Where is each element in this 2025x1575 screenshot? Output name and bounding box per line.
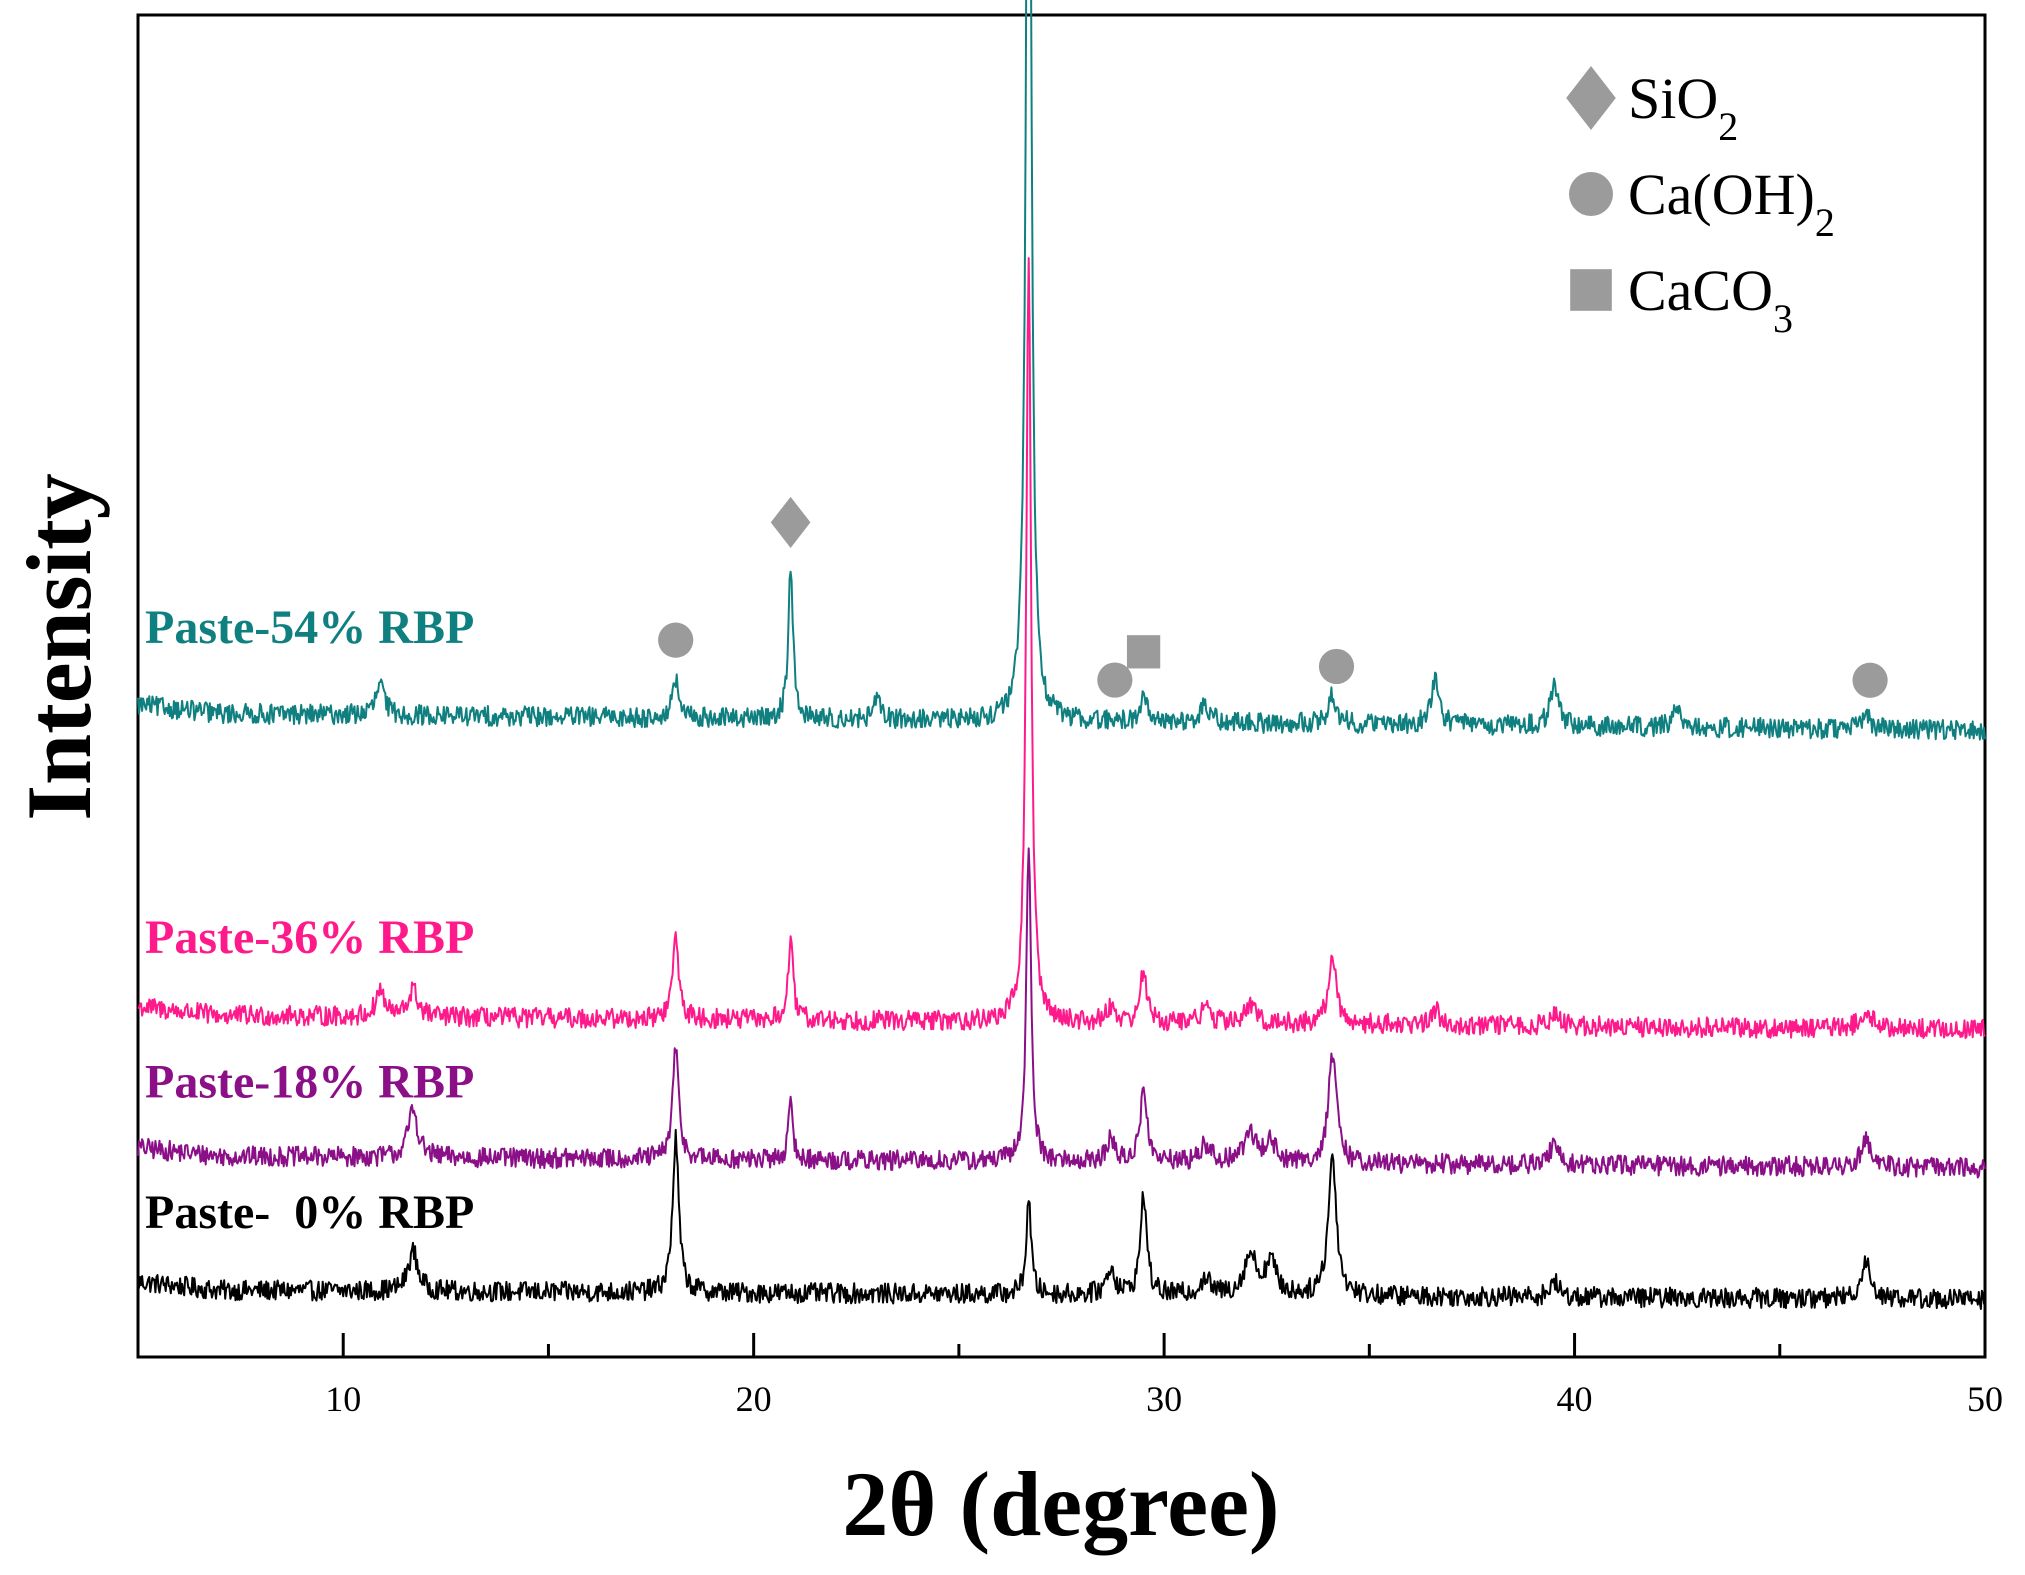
x-tick-label: 20 [736,1379,772,1419]
x-tick-label: 30 [1146,1379,1182,1419]
phase-marker-circle [1852,662,1888,698]
legend-label-ca-oh-2: Ca(OH)2 [1628,162,1835,245]
x-axis-ticks: 10 20 30 40 50 [325,1333,2003,1419]
phase-marker-circle [1318,648,1355,685]
legend-diamond-icon [1566,66,1616,130]
series-line-paste-18-rbp [137,847,1986,1179]
y-axis-title: Intensity [8,473,110,821]
legend-square-icon [1570,269,1612,311]
series-label-paste-18-rbp: Paste-18% RBP [145,1056,474,1109]
phase-marker-circle [1097,662,1133,698]
series-line-paste-0-rbp [137,1128,1986,1310]
series-line-paste-36-rbp [137,257,1986,1040]
x-tick-label: 40 [1557,1379,1593,1419]
series-label-paste-54-rbp: Paste-54% RBP [145,601,474,654]
phase-marker-layer [658,496,1888,698]
legend-circle-icon [1569,172,1613,216]
x-tick-label: 10 [325,1379,361,1419]
phase-marker-square [1126,635,1161,669]
x-tick-label: 50 [1967,1379,2003,1419]
phase-marker-diamond [770,496,811,549]
legend-label-caco3: CaCO3 [1628,258,1793,341]
series-label-paste-36-rbp: Paste-36% RBP [145,911,474,964]
series-label-paste-0-rbp: Paste- 0% RBP [145,1186,474,1239]
series-label-layer: Paste- 0% RBP Paste-18% RBP Paste-36% RBP P… [145,601,474,1239]
plot-frame [136,13,1987,1359]
x-axis-title: 2θ (degree) [842,1453,1279,1555]
phase-marker-circle [658,622,694,658]
legend-label-sio2: SiO2 [1628,66,1738,149]
legend: SiO2 Ca(OH)2 CaCO3 [1566,66,1835,341]
series-line-paste-54-rbp [137,0,1986,741]
series-layer [137,0,1986,1310]
